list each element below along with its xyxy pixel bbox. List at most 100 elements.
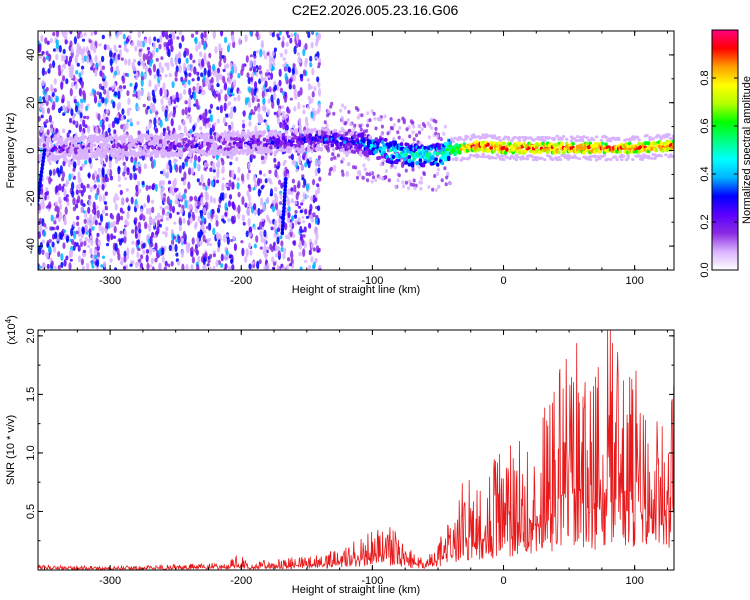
heatmap-cell: [260, 197, 264, 206]
heatmap-cell: [187, 219, 191, 226]
heatmap-cell: [138, 188, 142, 194]
heatmap-cell: [404, 180, 409, 185]
y-tick-label: -40: [25, 238, 37, 254]
heatmap-cell: [290, 198, 294, 204]
heatmap-cell: [57, 169, 61, 178]
heatmap-cell: [55, 31, 60, 38]
heatmap-cell: [201, 224, 205, 233]
heatmap-cell: [253, 203, 257, 211]
heatmap-cell: [345, 153, 349, 158]
heatmap-cell: [396, 178, 400, 183]
heatmap-cell: [358, 152, 363, 157]
heatmap-cell: [472, 133, 476, 137]
heatmap-cell: [214, 46, 218, 54]
heatmap-cell: [282, 198, 287, 203]
heatmap-cell: [278, 79, 282, 87]
heatmap-cell: [47, 137, 51, 142]
heatmap-cell: [101, 55, 105, 63]
heatmap-cell: [440, 161, 445, 166]
heatmap-cell: [615, 158, 619, 162]
heatmap-cell: [300, 164, 304, 170]
heatmap-cell: [129, 263, 133, 267]
heatmap-cell: [116, 142, 121, 147]
heatmap-cell: [50, 152, 54, 157]
heatmap-cell: [278, 132, 283, 137]
heatmap-cell: [123, 255, 127, 263]
heatmap-cell: [286, 173, 290, 179]
heatmap-cell: [588, 158, 593, 162]
heatmap-cell: [268, 55, 273, 64]
heatmap-cell: [93, 179, 97, 184]
heatmap-cell: [146, 262, 150, 270]
heatmap-cell: [161, 104, 165, 112]
heatmap-cell: [174, 70, 178, 78]
heatmap-cell: [407, 162, 412, 167]
heatmap-cell: [228, 169, 233, 178]
heatmap-cell: [41, 51, 45, 55]
heatmap-cell: [80, 102, 84, 110]
heatmap-cell: [149, 264, 153, 268]
heatmap-cell: [309, 85, 313, 90]
heatmap-cell: [64, 140, 69, 145]
heatmap-cell: [171, 63, 175, 67]
heatmap-cell: [114, 54, 118, 64]
heatmap-cell: [492, 134, 497, 138]
heatmap-cell: [517, 136, 522, 139]
heatmap-cell: [368, 135, 372, 140]
heatmap-cell: [287, 257, 291, 262]
heatmap-cell: [245, 55, 249, 63]
heatmap-cell: [327, 109, 331, 114]
heatmap-cell: [125, 151, 130, 156]
heatmap-cell: [90, 43, 94, 51]
heatmap-cell: [436, 134, 440, 139]
heatmap-cell: [186, 114, 190, 119]
heatmap-cell: [202, 74, 206, 82]
heatmap-cell: [197, 196, 201, 202]
heatmap-cell: [105, 222, 109, 229]
heatmap-cell: [281, 212, 286, 218]
heatmap-cell: [332, 168, 336, 173]
heatmap-cell: [114, 136, 119, 141]
heatmap-cell: [294, 219, 298, 226]
heatmap-cell: [376, 117, 380, 121]
heatmap-cell: [163, 266, 167, 270]
heatmap-cell: [360, 132, 365, 137]
heatmap-cell: [33, 220, 37, 224]
heatmap-cell: [222, 116, 226, 124]
heatmap-cell: [326, 113, 330, 118]
heatmap-cell: [160, 218, 164, 222]
heatmap-cell: [365, 123, 370, 128]
heatmap-cell: [196, 76, 200, 82]
heatmap-cell: [28, 256, 32, 260]
heatmap-cell: [332, 111, 336, 116]
heatmap-cell: [265, 88, 270, 93]
heatmap-cell: [98, 60, 102, 67]
heatmap-cell: [635, 135, 640, 139]
heatmap-cell: [273, 129, 278, 134]
heatmap-cell: [122, 161, 126, 166]
heatmap-cell: [314, 167, 318, 177]
heatmap-cell: [308, 133, 313, 137]
heatmap-cell: [291, 178, 295, 184]
heatmap-cell: [73, 99, 77, 104]
heatmap-cell: [142, 53, 146, 62]
heatmap-cell: [123, 235, 127, 244]
heatmap-cell: [209, 135, 213, 140]
heatmap-cell: [253, 81, 258, 89]
heatmap-cell: [187, 79, 191, 86]
heatmap-cell: [318, 176, 322, 182]
heatmap-cell: [231, 35, 235, 43]
heatmap-cell: [114, 117, 118, 124]
heatmap-cell: [160, 66, 165, 74]
heatmap-cell: [389, 125, 393, 130]
heatmap-cell: [96, 259, 100, 268]
heatmap-cell: [115, 114, 119, 118]
heatmap-cell: [384, 137, 388, 142]
heatmap-cell: [55, 185, 59, 194]
heatmap-cell: [329, 104, 333, 109]
heatmap-cell: [419, 176, 423, 181]
heatmap-cell: [291, 67, 295, 76]
heatmap-cell: [203, 264, 207, 270]
heatmap-cell: [52, 48, 57, 52]
heatmap-cell: [654, 148, 659, 153]
